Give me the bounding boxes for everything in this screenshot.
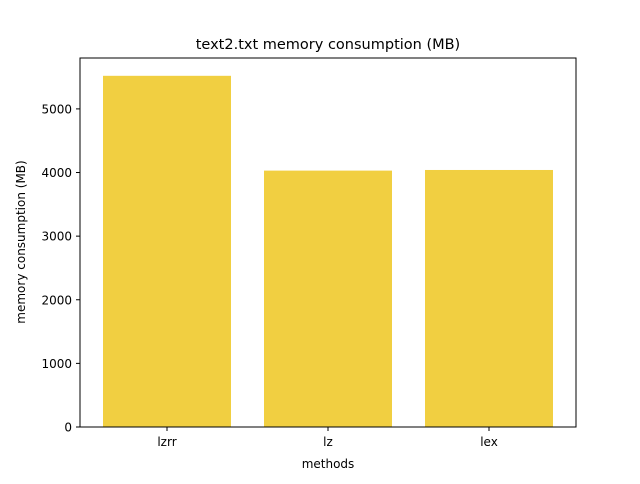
- bar-lz: [264, 170, 392, 427]
- y-tick-label-2000: 2000: [41, 293, 72, 307]
- y-axis: 0 1000 2000 3000 4000 5000: [41, 102, 80, 435]
- y-tick-label-1000: 1000: [41, 357, 72, 371]
- bar-lzrr: [103, 75, 231, 428]
- x-axis-label: methods: [302, 457, 355, 471]
- chart-title: text2.txt memory consumption (MB): [196, 37, 460, 53]
- x-axis: lzrr lz lex: [157, 427, 498, 449]
- y-tick-label-3000: 3000: [41, 230, 72, 244]
- bar-lex: [425, 169, 553, 427]
- bars-group: [103, 75, 553, 428]
- x-tick-label-lex: lex: [480, 435, 498, 449]
- y-tick-label-4000: 4000: [41, 166, 72, 180]
- y-tick-label-5000: 5000: [41, 102, 72, 116]
- x-tick-label-lzrr: lzrr: [157, 435, 176, 449]
- y-axis-label: memory consumption (MB): [14, 160, 28, 323]
- y-tick-label-0: 0: [64, 421, 72, 435]
- x-tick-label-lz: lz: [323, 435, 333, 449]
